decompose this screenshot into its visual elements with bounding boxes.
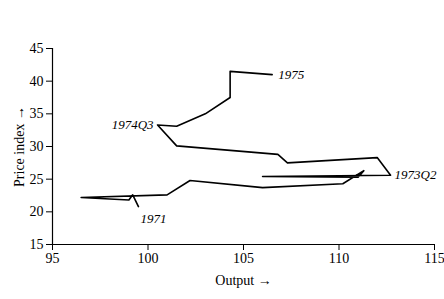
svg-text:115: 115 [424,251,444,266]
svg-text:1973Q2: 1973Q2 [395,167,437,182]
svg-text:25: 25 [30,172,44,187]
svg-text:1974Q3: 1974Q3 [112,117,154,132]
svg-text:1971: 1971 [140,211,166,226]
svg-text:40: 40 [30,74,44,89]
svg-text:45: 45 [30,41,44,56]
svg-text:20: 20 [30,204,44,219]
svg-text:15: 15 [30,237,44,252]
svg-text:35: 35 [30,106,44,121]
svg-text:1975: 1975 [278,67,305,82]
svg-text:Price index →: Price index → [12,106,27,187]
svg-text:100: 100 [138,251,159,266]
svg-text:30: 30 [30,139,44,154]
svg-text:Output →: Output → [215,273,271,288]
svg-text:105: 105 [233,251,254,266]
svg-text:95: 95 [46,251,60,266]
svg-text:110: 110 [329,251,349,266]
